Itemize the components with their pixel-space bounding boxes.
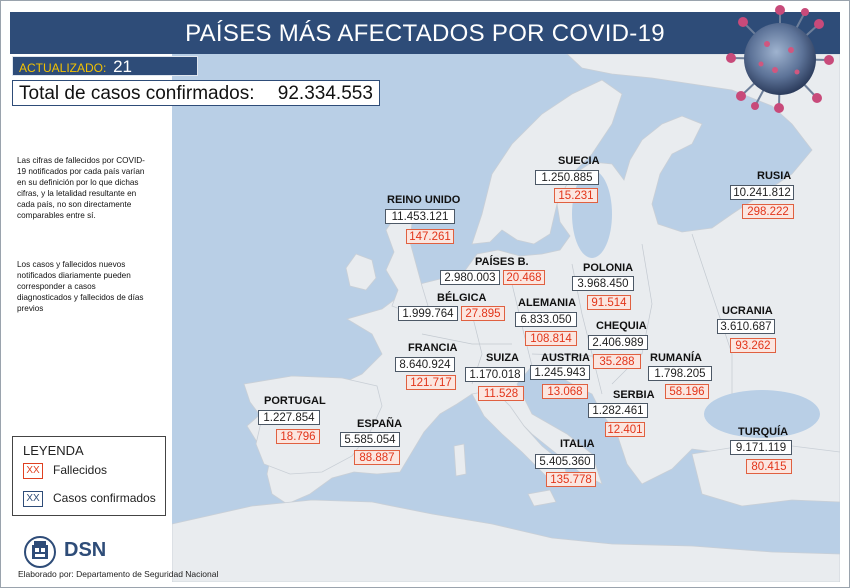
cases-belgica: 1.999.764 — [398, 306, 458, 321]
legend-label-cases: Casos confirmados — [53, 491, 156, 505]
land-sardinia — [453, 443, 467, 477]
deaths-espana: 88.887 — [354, 450, 400, 465]
country-name-belgica: BÉLGICA — [437, 292, 487, 304]
country-name-rusia: RUSIA — [757, 170, 792, 182]
cases-alemania: 6.833.050 — [515, 312, 577, 327]
deaths-paises-bajos: 20.468 — [503, 270, 545, 285]
country-name-rumania: RUMANÍA — [650, 352, 702, 364]
deaths-turquia: 80.415 — [746, 459, 792, 474]
cases-rumania: 1.798.205 — [648, 366, 712, 381]
cases-suecia: 1.250.885 — [535, 170, 599, 185]
legend-swatch-deaths: XX — [23, 463, 43, 479]
country-name-francia: FRANCIA — [408, 342, 458, 354]
deaths-polonia: 91.514 — [587, 295, 631, 310]
land-africa — [172, 499, 840, 582]
country-name-espana: ESPAÑA — [357, 418, 403, 430]
legend-title: LEYENDA — [23, 443, 84, 458]
cases-francia: 8.640.924 — [395, 357, 455, 372]
deaths-portugal: 18.796 — [276, 429, 320, 444]
deaths-rumania: 58.196 — [665, 384, 709, 399]
country-name-suecia: SUECIA — [558, 155, 600, 167]
total-cases-box: Total de casos confirmados: 92.334.553 — [12, 80, 380, 106]
cases-ucrania: 3.610.687 — [717, 319, 775, 334]
update-label: ACTUALIZADO: — [19, 61, 107, 75]
cases-suiza: 1.170.018 — [465, 367, 525, 382]
country-name-serbia: SERBIA — [613, 389, 655, 401]
deaths-suiza: 11.528 — [478, 386, 524, 401]
cases-polonia: 3.968.450 — [572, 276, 634, 291]
deaths-suecia: 15.231 — [554, 188, 598, 203]
land-scandinavia — [471, 79, 623, 245]
country-name-turquia: TURQUÍA — [738, 426, 789, 438]
cases-turquia: 9.171.119 — [730, 440, 792, 455]
deaths-austria: 13.068 — [542, 384, 588, 399]
update-date-box: ACTUALIZADO: 21 .12.2021 — [12, 56, 198, 97]
deaths-belgica: 27.895 — [461, 306, 505, 321]
deaths-ucrania: 93.262 — [730, 338, 776, 353]
deaths-serbia: 12.401 — [605, 422, 645, 437]
cases-serbia: 1.282.461 — [588, 403, 648, 418]
deaths-chequia: 35.288 — [593, 354, 641, 369]
country-name-alemania: ALEMANIA — [518, 297, 577, 309]
land-sicily — [527, 489, 557, 507]
note-comparability: Las cifras de fallecidos por COVID-19 no… — [17, 156, 145, 220]
dsn-crest-icon — [24, 536, 56, 568]
total-cases-value: 92.334.553 — [277, 83, 373, 104]
deaths-alemania: 108.814 — [525, 331, 577, 346]
country-name-reino-unido: REINO UNIDO — [387, 194, 461, 206]
cases-espana: 5.585.054 — [340, 432, 400, 447]
cases-austria: 1.245.943 — [530, 365, 590, 380]
legend-label-deaths: Fallecidos — [53, 463, 108, 477]
deaths-francia: 121.717 — [406, 375, 456, 390]
country-name-polonia: POLONIA — [583, 262, 634, 274]
land-ireland — [345, 253, 377, 291]
country-name-austria: AUSTRIA — [541, 352, 590, 364]
page-title: PAÍSES MÁS AFECTADOS POR COVID-19 — [10, 12, 840, 54]
europe-map — [172, 54, 840, 582]
country-name-suiza: SUIZA — [486, 352, 519, 364]
cases-paises-bajos: 2.980.003 — [440, 270, 500, 285]
cases-italia: 5.405.360 — [535, 454, 595, 469]
country-name-chequia: CHEQUIA — [596, 320, 647, 332]
note-reporting: Los casos y fallecidos nuevos notificado… — [17, 260, 144, 313]
deaths-rusia: 298.222 — [742, 204, 794, 219]
coronavirus-icon — [726, 5, 834, 113]
cases-portugal: 1.227.854 — [258, 410, 320, 425]
cases-reino-unido: 11.453.121 — [385, 209, 455, 224]
country-name-ucrania: UCRANIA — [722, 305, 773, 317]
cases-chequia: 2.406.989 — [588, 335, 648, 350]
deaths-italia: 135.778 — [546, 472, 596, 487]
cases-rusia: 10.241.812 — [730, 185, 794, 200]
footer-credit: Elaborado por: Departamento de Seguridad… — [18, 569, 219, 579]
black-sea — [704, 390, 820, 438]
legend: LEYENDA XX Fallecidos XX Casos confirmad… — [12, 436, 166, 516]
legend-swatch-cases: XX — [23, 491, 43, 507]
country-name-portugal: PORTUGAL — [264, 395, 326, 407]
country-name-paises-bajos: PAÍSES B. — [475, 256, 529, 268]
deaths-reino-unido: 147.261 — [406, 229, 454, 244]
dsn-logo-text: DSN — [64, 539, 107, 561]
total-cases-label: Total de casos confirmados: — [19, 83, 255, 104]
country-name-italia: ITALIA — [560, 438, 595, 450]
